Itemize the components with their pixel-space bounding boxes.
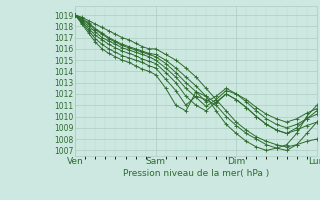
X-axis label: Pression niveau de la mer( hPa ): Pression niveau de la mer( hPa )	[123, 169, 269, 178]
